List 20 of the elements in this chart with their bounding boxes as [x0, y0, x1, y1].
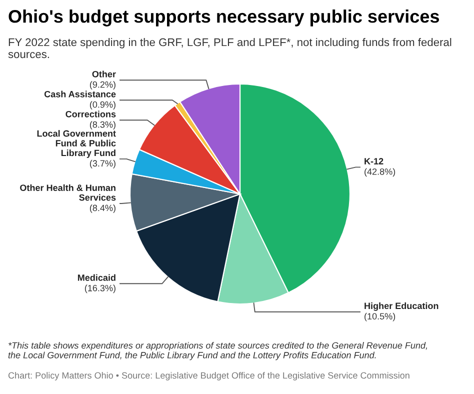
- slice-label: Corrections: [66, 110, 116, 118]
- data-label: (3.7%): [90, 160, 116, 168]
- slice-label: Higher Education: [364, 302, 438, 311]
- text: *This table shows expenditures or appropriations of state sources credited to the General Revenue Fund, the Local Government Fund, the Public Library Fund and the Lottery Profits Education Fund.: [8, 342, 427, 360]
- data-label: (9.2%): [90, 81, 116, 90]
- data-label: (42.8%): [364, 168, 396, 177]
- data-label: (0.9%): [90, 101, 116, 110]
- slice-label: Other Health & Human Services: [20, 184, 116, 201]
- slice-label: Cash Assistance: [44, 90, 116, 98]
- data-label: (10.5%): [364, 312, 396, 322]
- data-label: (8.4%): [90, 204, 116, 213]
- slice-label: Other: [92, 70, 116, 78]
- text: Chart: Policy Matters Ohio • Source: Legislative Budget Office of the Legislative Service Commission: [8, 372, 410, 380]
- data-label: (8.3%): [90, 121, 116, 130]
- data-label: (16.3%): [84, 284, 116, 294]
- slice-label: K-12: [364, 158, 384, 164]
- slice-label: Local Government Fund & Public Library Fund: [37, 130, 116, 158]
- slice-label: Medicaid: [78, 274, 116, 281]
- chart-subtitle: FY 2022 state spending in the GRF, LGF, PLF and LPEF*, not including funds from federal sources.: [8, 38, 452, 58]
- chart-title: Ohio's budget supports necessary public services: [8, 10, 440, 26]
